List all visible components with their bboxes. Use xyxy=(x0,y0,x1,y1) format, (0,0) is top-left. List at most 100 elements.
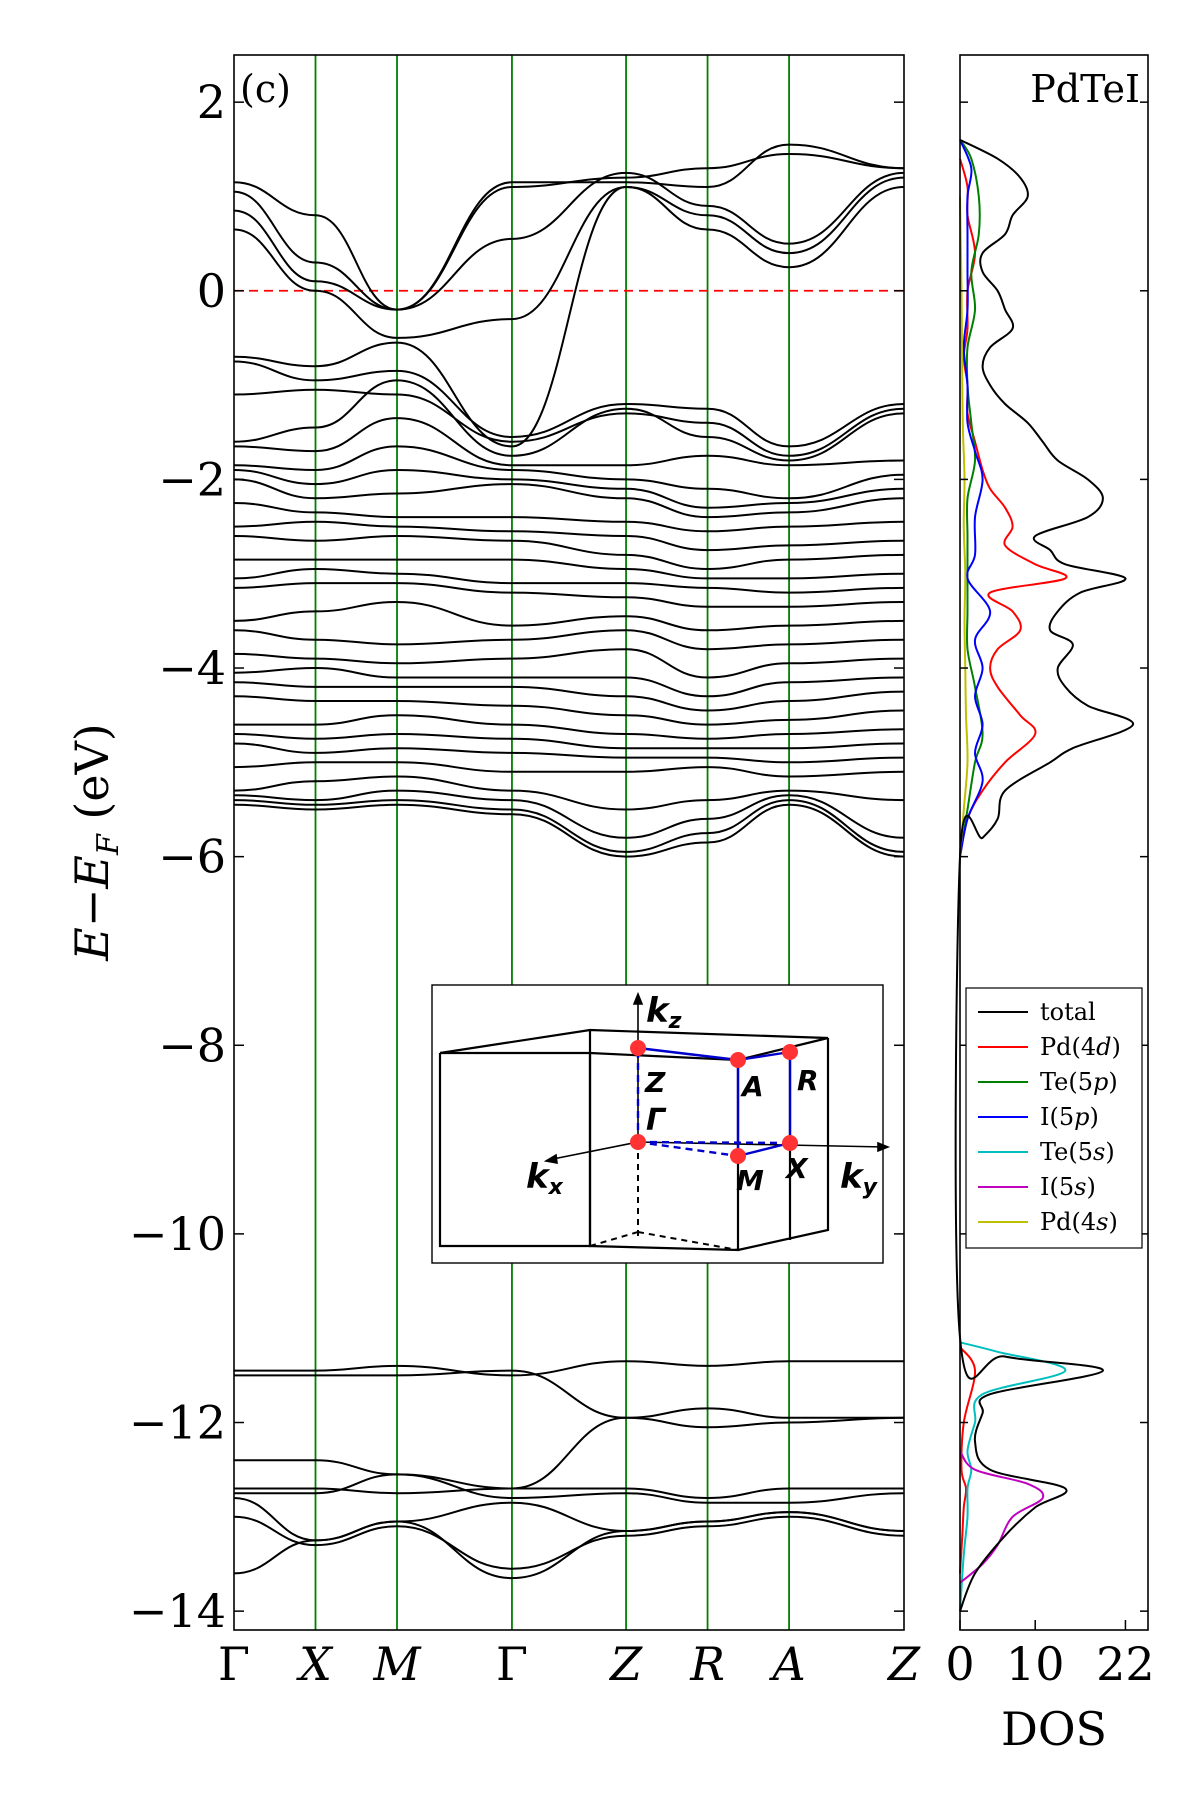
band-line xyxy=(233,582,905,608)
bz-labels: kz kx ky Z A R Γ M X xyxy=(526,991,879,1200)
band-line xyxy=(234,558,905,580)
legend-label: total xyxy=(1040,998,1096,1026)
band-line xyxy=(233,417,905,467)
band-line xyxy=(233,803,905,858)
band-curves xyxy=(233,143,905,1580)
ky-arrow xyxy=(877,1141,891,1153)
label-kz: kz xyxy=(646,991,682,1034)
brillouin-zone-inset: kz kx ky Z A R Γ M X xyxy=(431,984,891,1264)
hidden-edge-2 xyxy=(589,1231,639,1247)
label-M: M xyxy=(736,1164,764,1197)
dos-curve-I(5p) xyxy=(959,139,992,857)
band-line xyxy=(234,1473,905,1504)
band-line xyxy=(233,1497,905,1542)
dos-curves xyxy=(954,139,1134,1612)
k-point-label: Z xyxy=(608,1637,643,1691)
kx-axis xyxy=(547,1141,639,1161)
band-line xyxy=(234,1360,904,1377)
y-tick-label: −12 xyxy=(129,1396,226,1450)
dos-x-label: DOS xyxy=(1001,1702,1107,1756)
band-line xyxy=(233,629,905,651)
bz-right-face xyxy=(737,1038,830,1252)
band-line xyxy=(233,520,905,552)
y-tick-label: −2 xyxy=(158,452,226,506)
dos-curve-Te(5s) xyxy=(959,1341,1067,1612)
band-line xyxy=(233,379,905,462)
path-Z-A xyxy=(637,1046,739,1062)
band-line xyxy=(234,1487,904,1500)
k-point-label: R xyxy=(689,1637,725,1691)
point-Gamma xyxy=(630,1134,646,1150)
k-point-label: X xyxy=(296,1637,334,1691)
band-line xyxy=(233,567,905,594)
label-kx: kx xyxy=(526,1157,564,1200)
y-tick-label: −10 xyxy=(129,1207,226,1261)
y-axis-label: E−EF (eV) xyxy=(65,723,126,962)
dos-x-tick-label: 22 xyxy=(1096,1637,1155,1691)
bz-hidden-edges xyxy=(589,1142,739,1251)
legend-label: Te(5s) xyxy=(1040,1138,1115,1166)
band-line xyxy=(233,445,905,500)
band-plot-frame xyxy=(233,54,905,1631)
kz-arrow xyxy=(632,991,644,1005)
point-M xyxy=(730,1148,746,1164)
dos-x-tick-label: 0 xyxy=(945,1637,974,1691)
band-line xyxy=(233,185,905,448)
band-line xyxy=(233,478,905,519)
hidden-edge-3 xyxy=(637,1231,739,1251)
band-line xyxy=(233,1416,905,1490)
legend-label: Pd(4d) xyxy=(1040,1033,1121,1061)
path-M-X xyxy=(737,1141,791,1158)
dos-curve-Pd(4d) xyxy=(959,1346,977,1574)
band-line xyxy=(233,143,905,311)
band-line xyxy=(233,732,905,750)
band-line xyxy=(233,534,905,571)
dos-panel: 0 10 22 PdTeI DOS total Pd(4d) Te(5p) I(5p) Te… xyxy=(945,54,1155,1756)
label-A: A xyxy=(740,1070,764,1103)
y-tick-label: −4 xyxy=(158,641,226,695)
y-tick-label: −14 xyxy=(129,1584,226,1638)
dos-curve-Pd(4s) xyxy=(959,196,969,857)
y-tick-label: −6 xyxy=(158,830,226,884)
band-line xyxy=(233,1515,905,1570)
band-line xyxy=(233,600,905,632)
band-line xyxy=(233,789,905,839)
dos-legend: total Pd(4d) Te(5p) I(5p) Te(5s) I(5s) Pd(4s) xyxy=(965,987,1143,1249)
k-point-label: A xyxy=(768,1637,805,1691)
y-tick-label: −8 xyxy=(158,1018,226,1072)
legend-label: Te(5p) xyxy=(1040,1068,1118,1096)
k-point-label: Z xyxy=(886,1637,921,1691)
band-line xyxy=(233,171,905,311)
dos-curve-I(5s) xyxy=(959,1450,1045,1584)
label-Gamma: Γ xyxy=(646,1103,667,1138)
point-R xyxy=(782,1044,798,1060)
legend-label: I(5p) xyxy=(1040,1103,1099,1131)
band-line xyxy=(233,502,905,533)
panel-label: (c) xyxy=(240,67,291,111)
ylabel-main: E−E xyxy=(65,855,119,962)
path-Gamma-X xyxy=(637,1140,791,1145)
point-X xyxy=(782,1135,798,1151)
ylabel-unit: (eV) xyxy=(65,723,119,834)
dos-title: PdTeI xyxy=(1030,67,1140,111)
dos-x-tick-label: 10 xyxy=(1006,1637,1065,1691)
dos-y-ticks xyxy=(960,101,1148,1612)
legend-label: Pd(4s) xyxy=(1040,1208,1118,1236)
band-line xyxy=(233,1511,905,1580)
path-Gamma-M xyxy=(637,1140,739,1158)
band-line xyxy=(233,176,905,339)
label-R: R xyxy=(797,1064,819,1097)
point-A xyxy=(730,1052,746,1068)
dos-x-ticks: 0 10 22 xyxy=(945,1620,1155,1691)
path-A-R xyxy=(737,1050,791,1062)
band-line xyxy=(233,152,905,311)
dos-plot-frame xyxy=(959,54,1149,1631)
band-line xyxy=(233,742,905,764)
band-line xyxy=(233,761,905,778)
band-line xyxy=(233,775,905,811)
k-point-label: Γ xyxy=(218,1637,250,1691)
y-tick-label: 2 xyxy=(197,75,226,129)
